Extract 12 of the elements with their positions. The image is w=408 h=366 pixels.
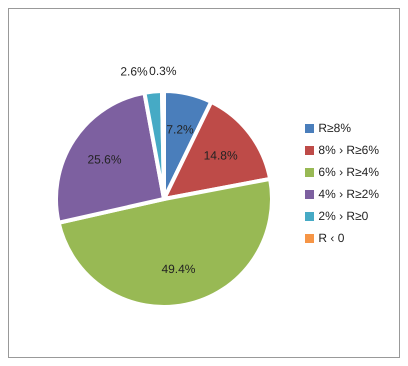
legend-label: R≥8%: [318, 121, 351, 135]
legend-label: 6% › R≥4%: [318, 165, 379, 179]
data-label: 0.3%: [149, 64, 177, 78]
data-label: 2.6%: [120, 64, 148, 79]
data-label: 25.6%: [87, 152, 122, 167]
legend-label: R ‹ 0: [318, 231, 344, 245]
data-label: 49.4%: [161, 262, 196, 276]
legend-label: 4% › R≥2%: [318, 187, 379, 201]
data-label: 7.2%: [166, 122, 194, 137]
legend-label: 2% › R≥0: [318, 209, 368, 223]
data-label: 14.8%: [204, 148, 238, 163]
legend-label: 8% › R≥6%: [318, 143, 379, 157]
